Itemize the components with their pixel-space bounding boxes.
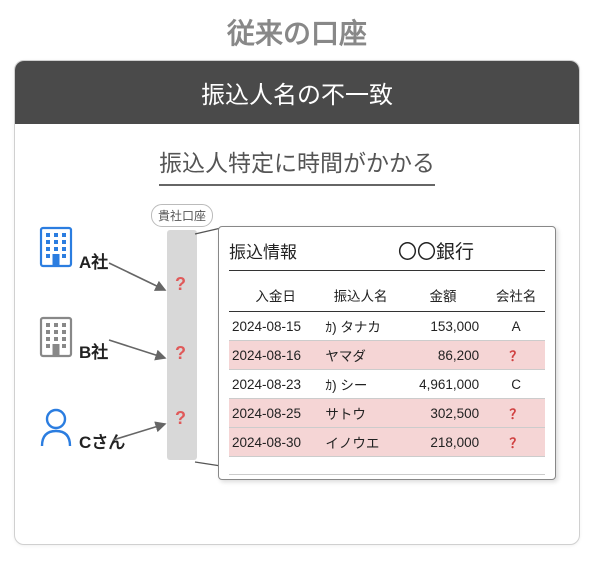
- cell-company: A: [487, 312, 545, 341]
- cell-company: ？: [487, 428, 545, 457]
- col-payer: 振込人名: [322, 281, 398, 312]
- building-icon: [37, 316, 75, 363]
- card: 振込人名の不一致 振込人特定に時間がかかる: [14, 60, 580, 545]
- building-icon: [37, 226, 75, 273]
- entity-b-label: B社: [79, 338, 108, 363]
- panel-head: 振込情報 〇〇銀行: [229, 237, 545, 271]
- cell-amount: 153,000: [399, 312, 487, 341]
- col-date: 入金日: [229, 281, 322, 312]
- question-mark-icon: ?: [175, 343, 186, 364]
- cell-amount: 4,961,000: [399, 370, 487, 399]
- panel-bank: 〇〇銀行: [327, 237, 545, 264]
- question-mark-icon: ?: [175, 408, 186, 429]
- entity-c: Cさん: [37, 406, 125, 453]
- cell-date: 2024-08-16: [229, 341, 322, 370]
- cell-payer: ｶ) タナカ: [322, 312, 398, 341]
- entity-a: A社: [37, 226, 108, 273]
- cell-date: 2024-08-25: [229, 399, 322, 428]
- cell-company: ？: [487, 399, 545, 428]
- subtitle: 振込人特定に時間がかかる: [159, 144, 435, 186]
- card-header: 振込人名の不一致: [15, 61, 579, 124]
- question-mark-icon: ?: [175, 274, 186, 295]
- table-header-row: 入金日 振込人名 金額 会社名: [229, 281, 545, 312]
- table-row-empty: [229, 457, 545, 475]
- panel-title: 振込情報: [229, 238, 297, 263]
- cell-payer: サトウ: [322, 399, 398, 428]
- col-company: 会社名: [487, 281, 545, 312]
- col-amount: 金額: [399, 281, 487, 312]
- cell-amount: 86,200: [399, 341, 487, 370]
- entity-b: B社: [37, 316, 108, 363]
- top-title: 従来の口座: [0, 0, 594, 60]
- cell-date: 2024-08-23: [229, 370, 322, 399]
- transactions-table: 入金日 振込人名 金額 会社名 2024-08-15ｶ) タナカ153,000A…: [229, 281, 545, 475]
- diagram: A社 B社: [33, 208, 561, 528]
- table-row: 2024-08-23ｶ) シー4,961,000C: [229, 370, 545, 399]
- cell-date: 2024-08-15: [229, 312, 322, 341]
- table-row: 2024-08-15ｶ) タナカ153,000A: [229, 312, 545, 341]
- cell-amount: 302,500: [399, 399, 487, 428]
- table-row: 2024-08-25サトウ302,500？: [229, 399, 545, 428]
- card-body: 振込人特定に時間がかかる A社: [15, 124, 579, 544]
- cell-payer: ｶ) シー: [322, 370, 398, 399]
- detail-panel: 振込情報 〇〇銀行 入金日 振込人名 金額 会社名 2024-08-15ｶ) タ…: [218, 226, 556, 480]
- entity-c-label: Cさん: [79, 428, 125, 453]
- account-label: 貴社口座: [151, 204, 213, 227]
- person-icon: [37, 406, 75, 453]
- cell-payer: イノウエ: [322, 428, 398, 457]
- entity-a-label: A社: [79, 248, 108, 273]
- cell-company: C: [487, 370, 545, 399]
- cell-payer: ヤマダ: [322, 341, 398, 370]
- table-row: 2024-08-30イノウエ218,000？: [229, 428, 545, 457]
- cell-company: ？: [487, 341, 545, 370]
- cell-amount: 218,000: [399, 428, 487, 457]
- cell-date: 2024-08-30: [229, 428, 322, 457]
- table-row: 2024-08-16ヤマダ86,200？: [229, 341, 545, 370]
